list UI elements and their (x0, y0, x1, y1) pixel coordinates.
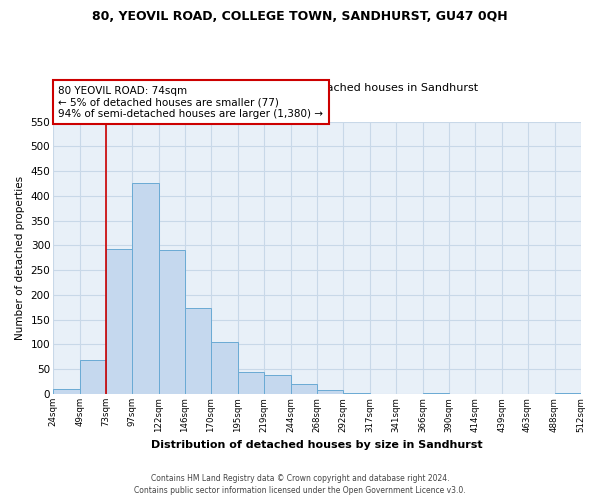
Bar (291, 384, 317, 394)
Bar (185, 308, 211, 394)
X-axis label: Distribution of detached houses by size in Sandhurst: Distribution of detached houses by size … (151, 440, 482, 450)
Bar (132, 184, 159, 394)
Bar (159, 250, 185, 394)
Bar (317, 390, 343, 394)
Bar (554, 392, 581, 394)
Text: 80 YEOVIL ROAD: 74sqm
← 5% of detached houses are smaller (77)
94% of semi-detac: 80 YEOVIL ROAD: 74sqm ← 5% of detached h… (58, 86, 323, 119)
Title: Size of property relative to detached houses in Sandhurst: Size of property relative to detached ho… (156, 83, 478, 93)
Text: Contains HM Land Registry data © Crown copyright and database right 2024.
Contai: Contains HM Land Registry data © Crown c… (134, 474, 466, 495)
Bar (53, 389, 80, 394)
Text: 80, YEOVIL ROAD, COLLEGE TOWN, SANDHURST, GU47 0QH: 80, YEOVIL ROAD, COLLEGE TOWN, SANDHURST… (92, 10, 508, 23)
Bar (264, 375, 291, 394)
Bar (343, 393, 370, 394)
Y-axis label: Number of detached properties: Number of detached properties (15, 176, 25, 340)
Bar (80, 360, 106, 394)
Bar (423, 393, 449, 394)
Bar (106, 249, 132, 394)
Bar (238, 372, 264, 394)
Bar (211, 342, 238, 394)
